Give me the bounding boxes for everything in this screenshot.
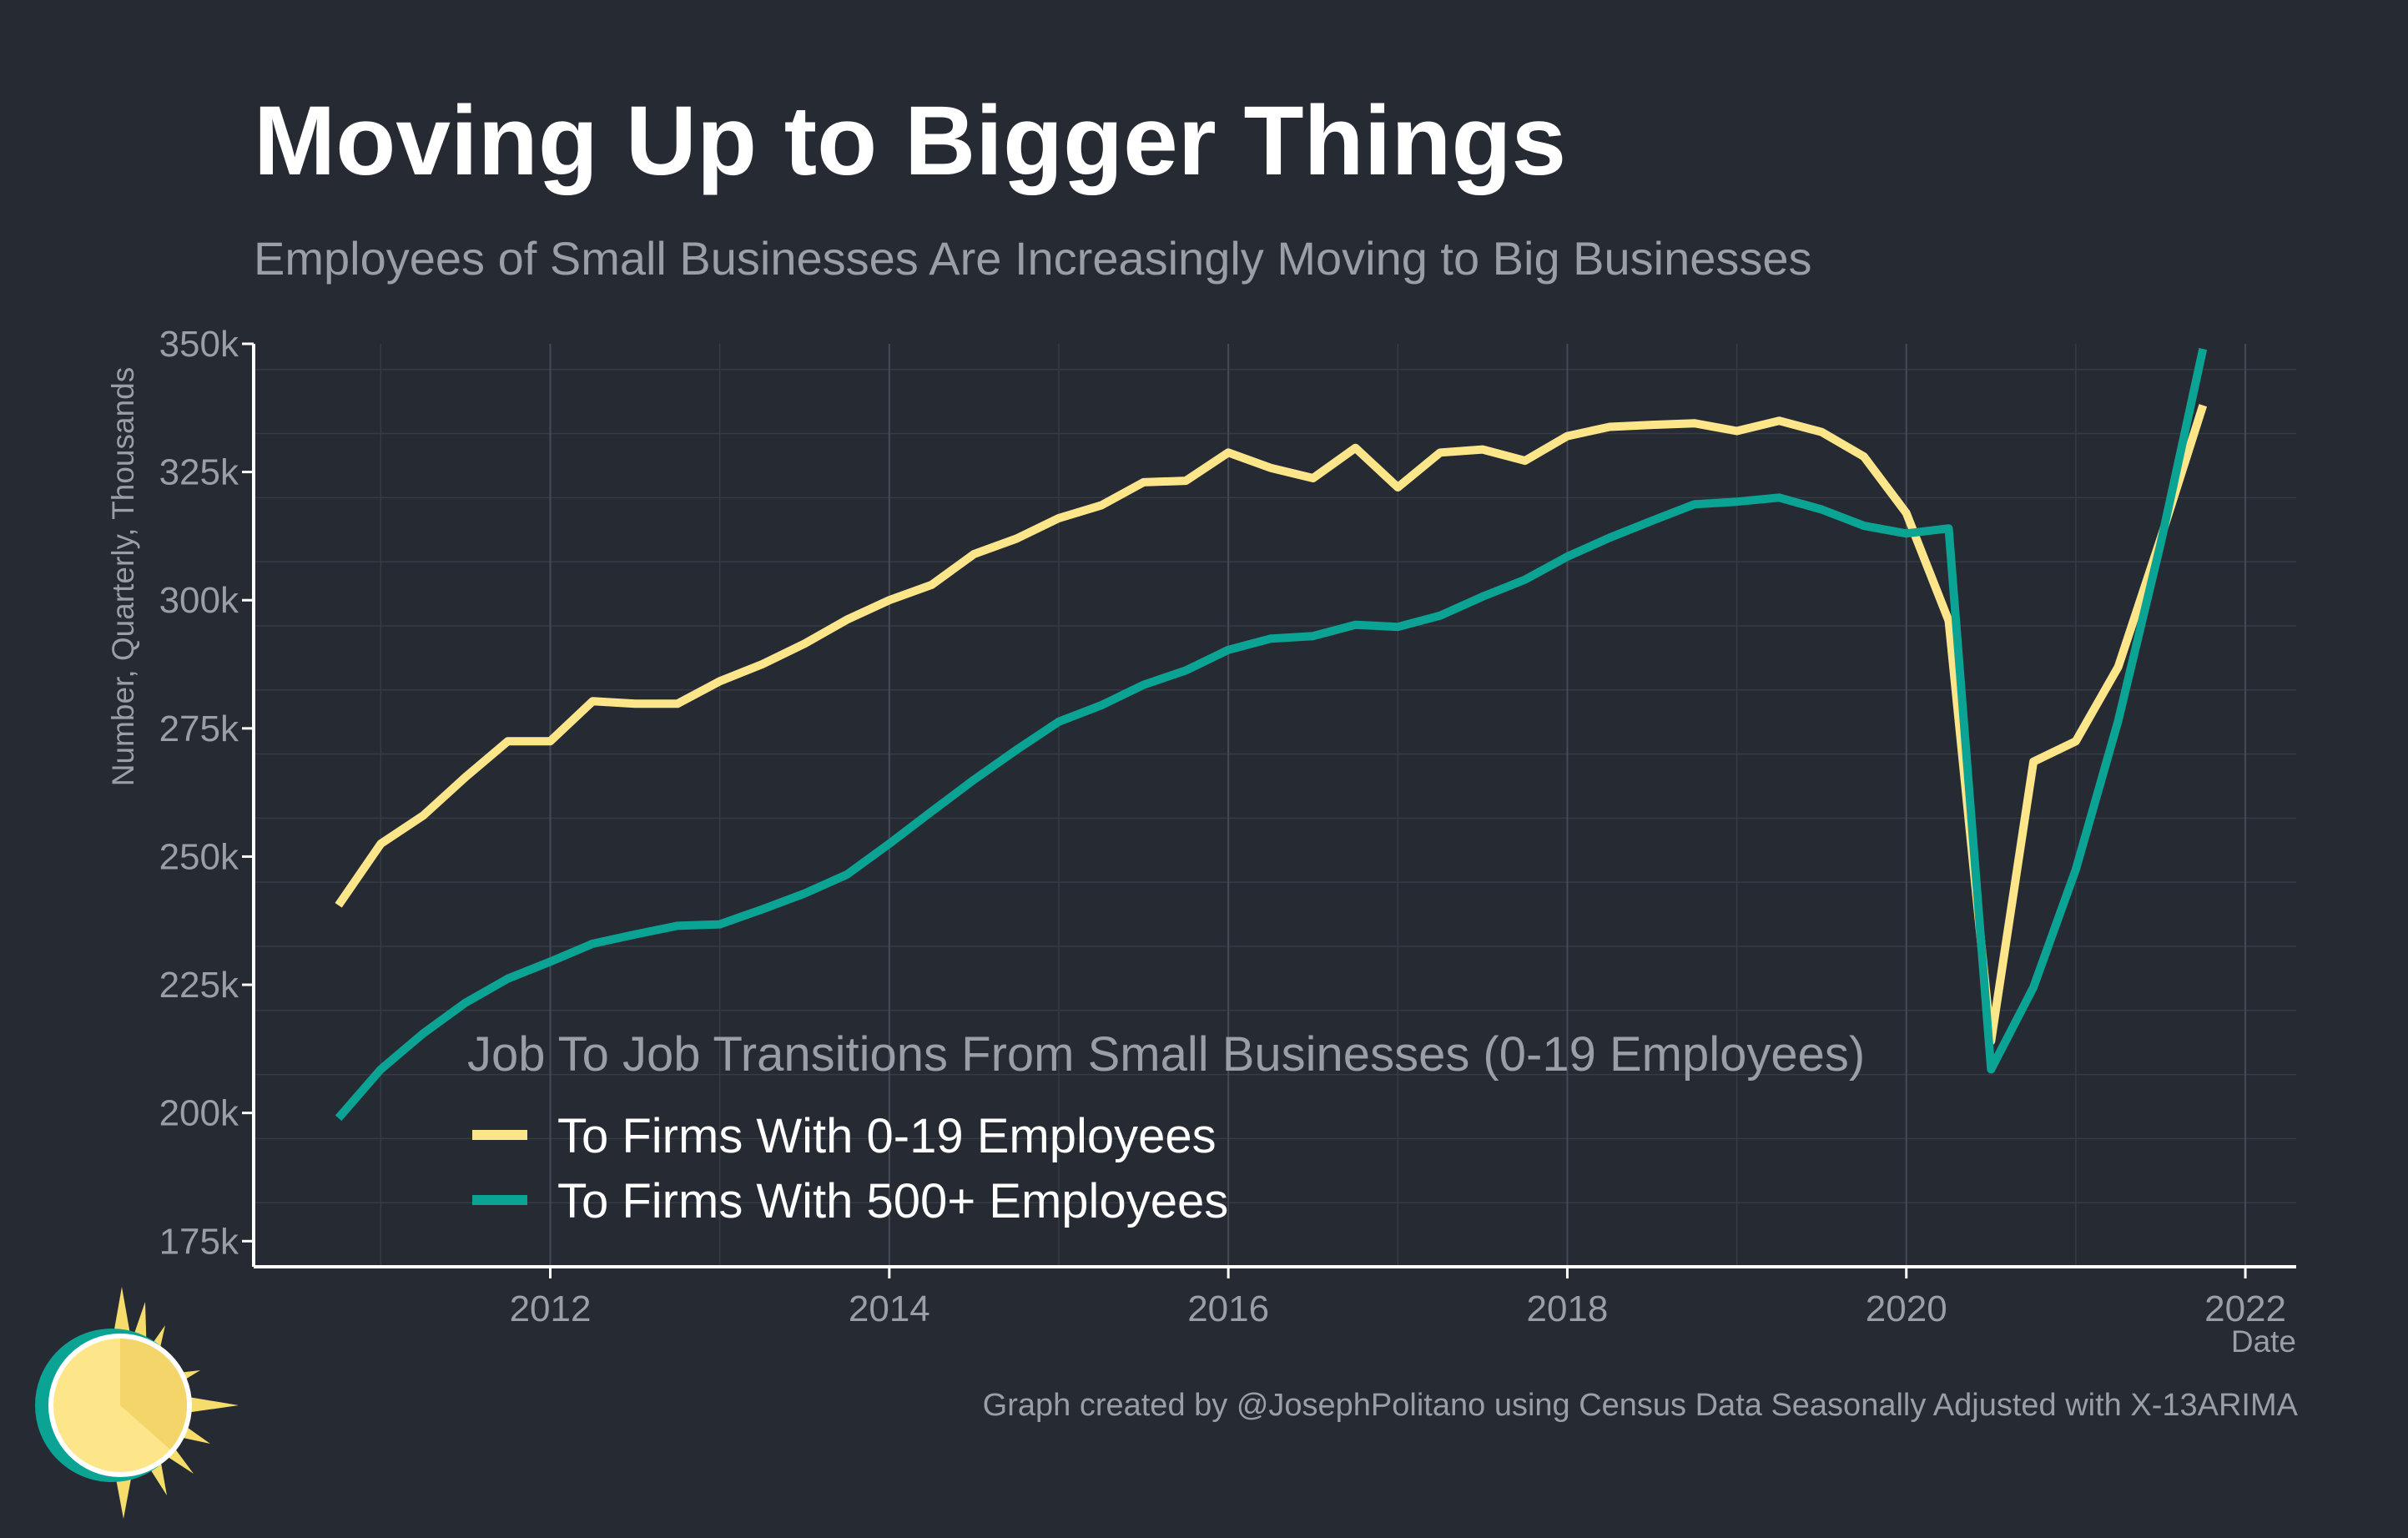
legend-label: To Firms With 0-19 Employees [557, 1109, 1217, 1163]
y-tick-label: 175k [159, 1221, 239, 1262]
y-tick-label: 250k [159, 836, 239, 877]
legend: Job To Job Transitions From Small Busine… [467, 1027, 1865, 1228]
x-tick-label: 2020 [1866, 1288, 1947, 1329]
chart-subtitle: Employees of Small Businesses Are Increa… [254, 232, 1812, 285]
x-axis-ticks: 2012 2014 2016 2018 2020 2022 [510, 1267, 2286, 1329]
y-axis-ticks: 175k 200k 225k 250k 275k 300k 325k 350k [159, 324, 254, 1262]
chart-title: Moving Up to Bigger Things [254, 86, 1567, 196]
y-tick-label: 300k [159, 580, 239, 621]
legend-title: Job To Job Transitions From Small Busine… [467, 1027, 1865, 1082]
sun-logo-icon [35, 1287, 239, 1519]
x-tick-label: 2016 [1187, 1288, 1269, 1329]
y-axis-label: Number, Quarterly, Thousands [106, 367, 140, 786]
x-tick-label: 2014 [849, 1288, 930, 1329]
legend-items: To Firms With 0-19 Employees To Firms Wit… [472, 1109, 1228, 1228]
x-tick-label: 2012 [510, 1288, 592, 1329]
x-tick-label: 2022 [2204, 1288, 2286, 1329]
y-tick-label: 325k [159, 452, 239, 493]
series-line-1 [335, 348, 2208, 1122]
y-tick-label: 200k [159, 1093, 239, 1134]
series-lines [335, 348, 2208, 1122]
y-tick-label: 225k [159, 965, 239, 1006]
series-line-0 [335, 404, 2208, 1046]
y-tick-label: 350k [159, 324, 239, 365]
source-caption: Graph created by @JosephPolitano using C… [982, 1388, 2298, 1423]
legend-label: To Firms With 500+ Employees [557, 1174, 1228, 1228]
x-axis-label: Date [2231, 1324, 2296, 1359]
x-tick-label: 2018 [1526, 1288, 1608, 1329]
y-tick-label: 275k [159, 708, 239, 749]
